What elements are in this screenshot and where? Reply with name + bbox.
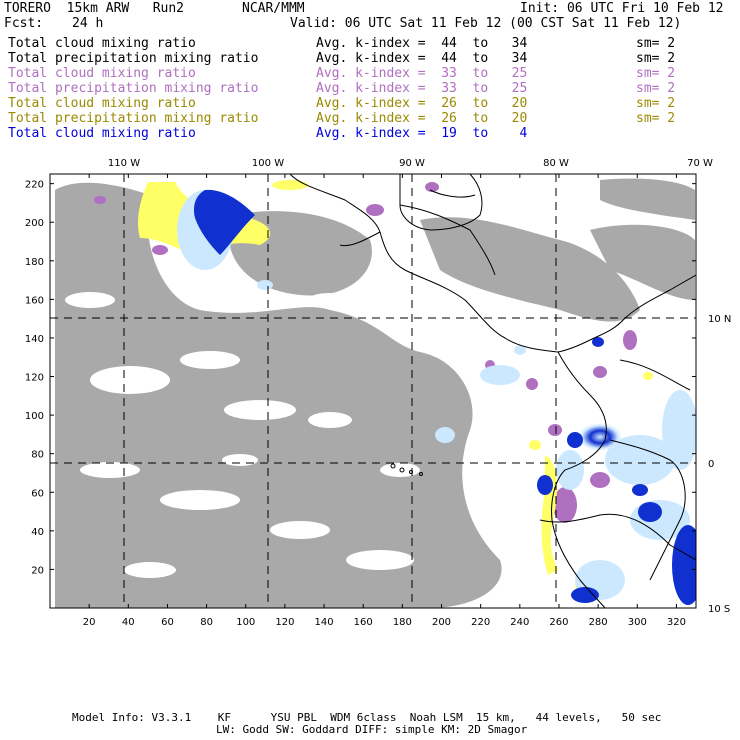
x-tick-label: 60 bbox=[161, 617, 174, 628]
model-title: TORERO 15km ARW Run2 bbox=[4, 1, 185, 16]
forecast-label: Fcst: bbox=[4, 16, 44, 31]
x-tick-label: 80 bbox=[200, 617, 213, 628]
y-tick-label: 40 bbox=[31, 527, 44, 538]
x-tick-label: 100 bbox=[236, 617, 255, 628]
valid-time: Valid: 06 UTC Sat 11 Feb 12 (00 CST Sat … bbox=[290, 16, 682, 31]
x-tick-label: 120 bbox=[275, 617, 294, 628]
legend-kindex-range: Avg. k-index = 33 to 25 bbox=[316, 81, 528, 96]
legend-field-label: Total cloud mixing ratio bbox=[8, 36, 196, 51]
legend-smoothing: sm= 2 bbox=[636, 111, 676, 126]
legend-kindex-range: Avg. k-index = 19 to 4 bbox=[316, 126, 528, 141]
lat-lon-grid bbox=[50, 174, 696, 608]
legend-smoothing: sm= 2 bbox=[636, 66, 676, 81]
lon-label: 100 W bbox=[252, 158, 284, 169]
legend-smoothing: sm= 2 bbox=[636, 81, 676, 96]
gray-cloud-area bbox=[55, 178, 695, 608]
x-tick-label: 160 bbox=[354, 617, 373, 628]
x-tick-label: 20 bbox=[83, 617, 96, 628]
legend-kindex-range: Avg. k-index = 44 to 34 bbox=[316, 36, 528, 51]
blue-cores bbox=[194, 189, 696, 605]
legend-field-label: Total precipitation mixing ratio bbox=[8, 81, 259, 96]
x-tick-label: 260 bbox=[549, 617, 568, 628]
plot-frame bbox=[49, 173, 697, 609]
y-tick-label: 160 bbox=[25, 295, 44, 306]
legend-kindex-range: Avg. k-index = 26 to 20 bbox=[316, 96, 528, 111]
x-tick-label: 240 bbox=[510, 617, 529, 628]
model-info-line: Model Info: V3.3.1 KF YSU PBL WDM 6class… bbox=[72, 711, 662, 724]
x-index-labels: 20 40 60 80 100 120 140 160 180 200 220 240 260 280 30… bbox=[83, 617, 686, 628]
y-tick-label: 20 bbox=[31, 565, 44, 576]
longitude-labels: 110 W 100 W 90 W 80 W 70 W bbox=[108, 158, 713, 169]
clear-gaps bbox=[65, 292, 420, 578]
legend-kindex-range: Avg. k-index = 33 to 25 bbox=[316, 66, 528, 81]
org-label: NCAR/MMM bbox=[242, 1, 305, 16]
legend-field-label: Total precipitation mixing ratio bbox=[8, 111, 259, 126]
latitude-labels: 10 N 0 10 S bbox=[708, 314, 731, 615]
lat-label: 10 S bbox=[708, 604, 730, 615]
y-tick-label: 220 bbox=[25, 180, 44, 191]
legend-smoothing: sm= 2 bbox=[636, 36, 676, 51]
legend-field-label: Total cloud mixing ratio bbox=[8, 66, 196, 81]
x-tick-label: 280 bbox=[589, 617, 608, 628]
y-tick-label: 140 bbox=[25, 334, 44, 345]
x-tick-label: 200 bbox=[432, 617, 451, 628]
x-tick-label: 220 bbox=[471, 617, 490, 628]
y-tick-label: 120 bbox=[25, 373, 44, 384]
init-time: Init: 06 UTC Fri 10 Feb 12 bbox=[520, 1, 724, 16]
y-tick-label: 60 bbox=[31, 488, 44, 499]
lon-label: 70 W bbox=[687, 158, 713, 169]
lat-label: 0 bbox=[708, 459, 714, 470]
y-tick-label: 180 bbox=[25, 257, 44, 268]
x-tick-label: 40 bbox=[122, 617, 135, 628]
legend-smoothing: sm= 2 bbox=[636, 51, 676, 66]
y-index-labels: 20 40 60 80 100 120 140 160 180 200 220 bbox=[25, 180, 44, 577]
lat-label: 10 N bbox=[708, 314, 731, 325]
y-tick-label: 100 bbox=[25, 411, 44, 422]
legend-kindex-range: Avg. k-index = 44 to 34 bbox=[316, 51, 528, 66]
lon-label: 110 W bbox=[108, 158, 140, 169]
x-tick-label: 180 bbox=[393, 617, 412, 628]
lon-label: 80 W bbox=[543, 158, 569, 169]
physics-info-line: LW: Godd SW: Goddard DIFF: simple KM: 2D… bbox=[216, 723, 528, 736]
legend-smoothing: sm= 2 bbox=[636, 96, 676, 111]
legend-field-label: Total precipitation mixing ratio bbox=[8, 51, 259, 66]
x-tick-label: 140 bbox=[315, 617, 334, 628]
cloud-field bbox=[55, 174, 696, 608]
x-tick-label: 300 bbox=[628, 617, 647, 628]
legend-kindex-range: Avg. k-index = 26 to 20 bbox=[316, 111, 528, 126]
y-tick-label: 80 bbox=[31, 450, 44, 461]
y-tick-label: 200 bbox=[25, 218, 44, 229]
tick-marks bbox=[50, 174, 696, 608]
forecast-hours: 24 h bbox=[72, 16, 104, 31]
coastlines bbox=[289, 174, 696, 608]
lon-label: 90 W bbox=[399, 158, 425, 169]
x-tick-label: 320 bbox=[667, 617, 686, 628]
legend-field-label: Total cloud mixing ratio bbox=[8, 126, 196, 141]
legend-field-label: Total cloud mixing ratio bbox=[8, 96, 196, 111]
